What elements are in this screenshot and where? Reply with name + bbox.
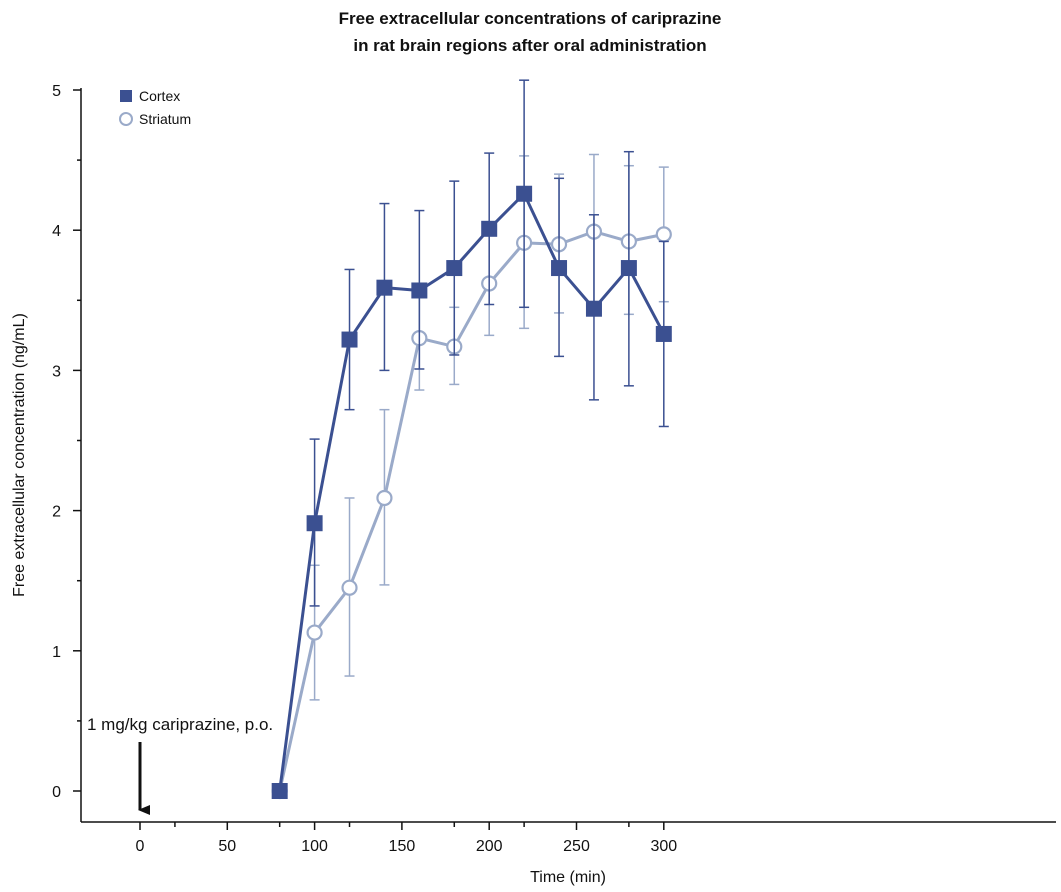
legend-marker-cortex (120, 90, 132, 102)
striatum-point (376, 489, 393, 507)
x-tick-label: 300 (650, 838, 677, 855)
x-tick-label: 200 (476, 838, 503, 855)
cortex-point (411, 282, 428, 299)
striatum-point (306, 624, 323, 641)
chart-title-line-2: in rat brain regions after oral administ… (353, 36, 706, 55)
cortex-point (341, 331, 358, 348)
cortex-point (551, 260, 568, 277)
y-tick-label: 5 (52, 83, 61, 100)
dose-annotation: 1 mg/kg cariprazine, p.o. (87, 715, 273, 734)
legend-label-cortex: Cortex (139, 88, 180, 104)
series-cortex (271, 79, 672, 799)
x-tick-label: 250 (563, 838, 590, 855)
cortex-point (620, 260, 637, 277)
y-tick-label: 3 (52, 363, 61, 380)
cortex-point (446, 260, 463, 277)
cortex-point (516, 185, 533, 202)
striatum-point (655, 226, 672, 243)
y-tick-label: 2 (52, 504, 61, 521)
cortex-point (376, 279, 393, 296)
y-tick-label: 0 (52, 784, 61, 801)
ticks-layer: 0 50 100 150 200 250 300 0 1 2 3 4 5 (52, 83, 677, 855)
cortex-point (481, 220, 498, 237)
x-tick-label: 100 (301, 838, 328, 855)
legend-marker-striatum (119, 112, 133, 126)
y-axis-label: Free extracellular concentration (ng/mL) (11, 313, 28, 597)
legend: Cortex Striatum (119, 88, 191, 127)
striatum-point (341, 579, 358, 596)
cortex-point (655, 325, 672, 342)
cortex-line (278, 192, 666, 792)
cortex-point (271, 783, 288, 799)
y-tick-label: 4 (52, 223, 61, 240)
chart-title-line-1: Free extracellular concentrations of car… (339, 9, 722, 28)
x-tick-label: 150 (389, 838, 416, 855)
legend-label-striatum: Striatum (139, 111, 191, 127)
series-striatum (271, 153, 672, 800)
striatum-line (278, 230, 665, 792)
x-tick-label: 0 (136, 838, 145, 855)
x-axis-label: Time (min) (530, 869, 606, 886)
y-tick-label: 1 (52, 644, 61, 661)
cortex-point (585, 300, 602, 317)
series-layer (271, 79, 672, 800)
x-tick-label: 50 (218, 838, 236, 855)
cortex-point (306, 515, 323, 532)
